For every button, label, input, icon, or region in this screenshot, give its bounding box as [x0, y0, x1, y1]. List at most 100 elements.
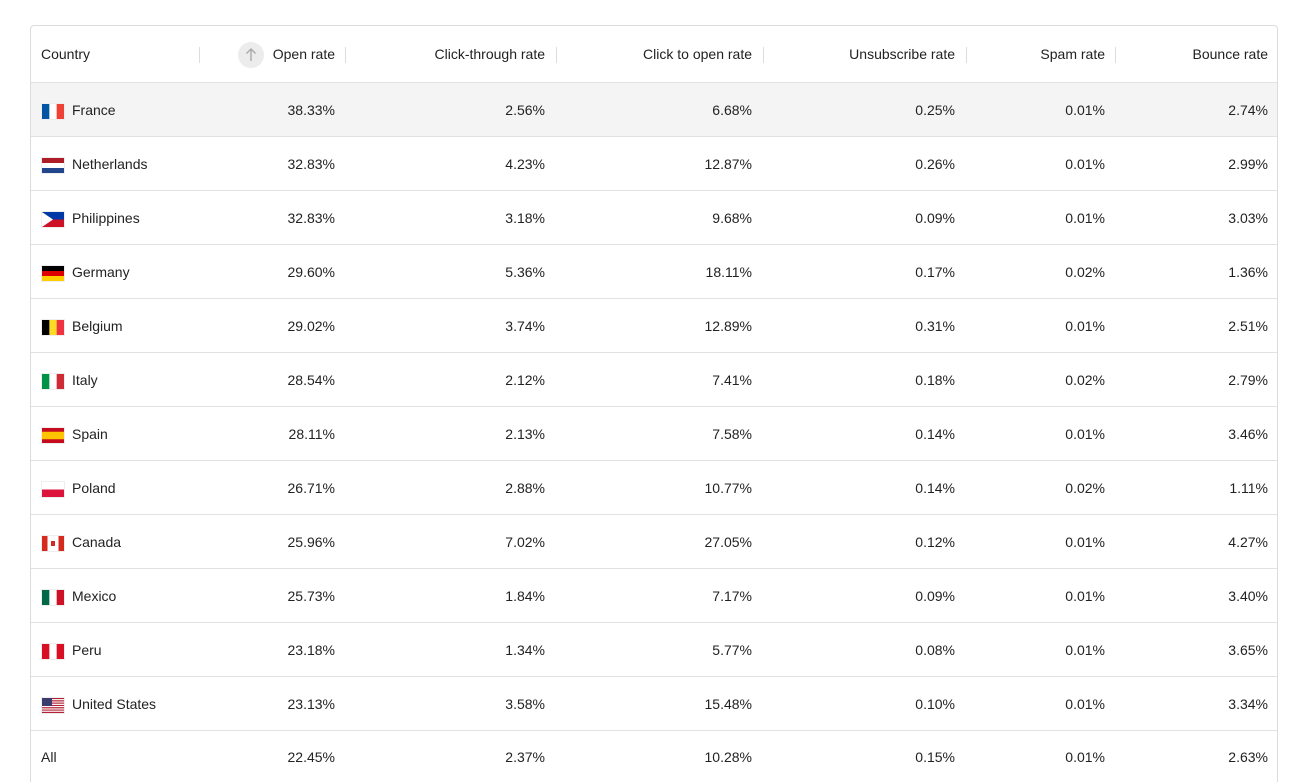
- country-name: Poland: [72, 480, 116, 496]
- column-separator: [763, 47, 764, 63]
- country-name: Spain: [72, 426, 108, 442]
- rate-value: 2.12%: [505, 372, 545, 388]
- rate-value: 0.01%: [1065, 696, 1105, 712]
- flag-icon: [41, 264, 65, 282]
- rate-value: 3.65%: [1228, 642, 1268, 658]
- table-row[interactable]: Poland 26.71% 2.88% 10.77% 0.14% 0.02% 1.11%: [31, 461, 1277, 515]
- rate-value: 7.17%: [712, 588, 752, 604]
- column-header[interactable]: Unsubscribe rate: [849, 46, 955, 62]
- rate-value: 29.60%: [287, 264, 335, 280]
- rate-value: 0.17%: [915, 264, 955, 280]
- rate-value: 2.56%: [505, 102, 545, 118]
- flag-icon: [41, 534, 65, 552]
- column-separator: [556, 47, 557, 63]
- table-row[interactable]: Italy 28.54% 2.12% 7.41% 0.18% 0.02% 2.79%: [31, 353, 1277, 407]
- sort-icon[interactable]: [237, 41, 265, 69]
- rate-value: 0.26%: [915, 156, 955, 172]
- country-name: Mexico: [72, 588, 117, 604]
- flag-icon: [41, 210, 65, 228]
- rate-value: 5.36%: [505, 264, 545, 280]
- rate-value: 6.68%: [712, 102, 752, 118]
- country-name: France: [72, 102, 116, 118]
- table-row[interactable]: Philippines 32.83% 3.18% 9.68% 0.09% 0.01% 3.0…: [31, 191, 1277, 245]
- table-row[interactable]: Canada 25.96% 7.02% 27.05% 0.12% 0.01% 4.27%: [31, 515, 1277, 569]
- rate-value: 2.13%: [505, 426, 545, 442]
- rate-value: 23.13%: [287, 696, 335, 712]
- country-name: Belgium: [72, 318, 123, 334]
- flag-icon: [41, 588, 65, 606]
- rate-value: 0.09%: [915, 588, 955, 604]
- table-row[interactable]: France 38.33% 2.56% 6.68% 0.25% 0.01% 2.74%: [31, 83, 1277, 137]
- rate-value: 32.83%: [287, 210, 335, 226]
- flag-icon: [41, 642, 65, 660]
- rate-value: 0.10%: [915, 696, 955, 712]
- flag-icon: [41, 318, 65, 336]
- rate-value: 32.83%: [287, 156, 335, 172]
- rate-value: 0.01%: [1065, 210, 1105, 226]
- flag-icon: [41, 480, 65, 498]
- rate-value: 0.01%: [1065, 534, 1105, 550]
- table-row[interactable]: United States 23.13% 3.58% 15.48% 0.10% 0.01%…: [31, 677, 1277, 731]
- total-label: All: [41, 749, 57, 765]
- rate-value: 27.05%: [704, 534, 752, 550]
- rate-value: 2.51%: [1228, 318, 1268, 334]
- column-header[interactable]: Bounce rate: [1192, 46, 1269, 62]
- rate-value: 3.46%: [1228, 426, 1268, 442]
- rate-value: 4.23%: [505, 156, 545, 172]
- rate-value: 26.71%: [287, 480, 335, 496]
- rate-value: 1.36%: [1228, 264, 1268, 280]
- column-separator: [1115, 47, 1116, 63]
- table-row[interactable]: Netherlands 32.83% 4.23% 12.87% 0.26% 0.01% 2.…: [31, 137, 1277, 191]
- rate-value: 0.02%: [1065, 480, 1105, 496]
- column-header[interactable]: Spam rate: [1040, 46, 1105, 62]
- total-value: 0.01%: [1065, 749, 1105, 765]
- column-header[interactable]: Country: [41, 46, 91, 62]
- rate-value: 3.58%: [505, 696, 545, 712]
- column-header[interactable]: Click-through rate: [434, 46, 546, 62]
- rate-value: 0.09%: [915, 210, 955, 226]
- table-row[interactable]: Germany 29.60% 5.36% 18.11% 0.17% 0.02% 1.36%: [31, 245, 1277, 299]
- country-name: Peru: [72, 642, 102, 658]
- table-row[interactable]: Mexico 25.73% 1.84% 7.17% 0.09% 0.01% 3.40%: [31, 569, 1277, 623]
- rate-value: 4.27%: [1228, 534, 1268, 550]
- country-name: Netherlands: [72, 156, 148, 172]
- total-value: 22.45%: [287, 749, 335, 765]
- rate-value: 0.01%: [1065, 426, 1105, 442]
- column-separator: [345, 47, 346, 63]
- rate-value: 0.01%: [1065, 588, 1105, 604]
- rate-value: 1.34%: [505, 642, 545, 658]
- rate-value: 0.02%: [1065, 264, 1105, 280]
- rate-value: 7.58%: [712, 426, 752, 442]
- flag-icon: [41, 426, 65, 444]
- rate-value: 1.84%: [505, 588, 545, 604]
- column-header[interactable]: Click to open rate: [643, 46, 752, 62]
- rate-value: 15.48%: [704, 696, 752, 712]
- rate-value: 3.34%: [1228, 696, 1268, 712]
- country-name: Germany: [72, 264, 130, 280]
- table-row[interactable]: Peru 23.18% 1.34% 5.77% 0.08% 0.01% 3.65%: [31, 623, 1277, 677]
- total-value: 2.37%: [505, 749, 545, 765]
- rate-value: 0.12%: [915, 534, 955, 550]
- table-row[interactable]: Belgium 29.02% 3.74% 12.89% 0.31% 0.01% 2.51%: [31, 299, 1277, 353]
- rate-value: 2.74%: [1228, 102, 1268, 118]
- rate-value: 7.41%: [712, 372, 752, 388]
- flag-icon: [41, 156, 65, 174]
- rate-value: 3.74%: [505, 318, 545, 334]
- flag-icon: [41, 696, 65, 714]
- rate-value: 25.73%: [287, 588, 335, 604]
- table-row[interactable]: Spain 28.11% 2.13% 7.58% 0.14% 0.01% 3.46%: [31, 407, 1277, 461]
- rate-value: 10.77%: [704, 480, 752, 496]
- rate-value: 0.31%: [915, 318, 955, 334]
- rate-value: 0.01%: [1065, 318, 1105, 334]
- rate-value: 0.02%: [1065, 372, 1105, 388]
- country-table: Country Open rate Click-through rate Click …: [30, 25, 1278, 782]
- rate-value: 28.11%: [288, 426, 335, 442]
- rate-value: 2.88%: [505, 480, 545, 496]
- total-row: All 22.45% 2.37% 10.28% 0.15% 0.01% 2.63%: [31, 731, 1277, 782]
- column-header[interactable]: Open rate: [272, 46, 335, 62]
- country-name: Philippines: [72, 210, 140, 226]
- rate-value: 3.03%: [1228, 210, 1268, 226]
- rate-value: 12.87%: [704, 156, 752, 172]
- rate-value: 0.14%: [915, 480, 955, 496]
